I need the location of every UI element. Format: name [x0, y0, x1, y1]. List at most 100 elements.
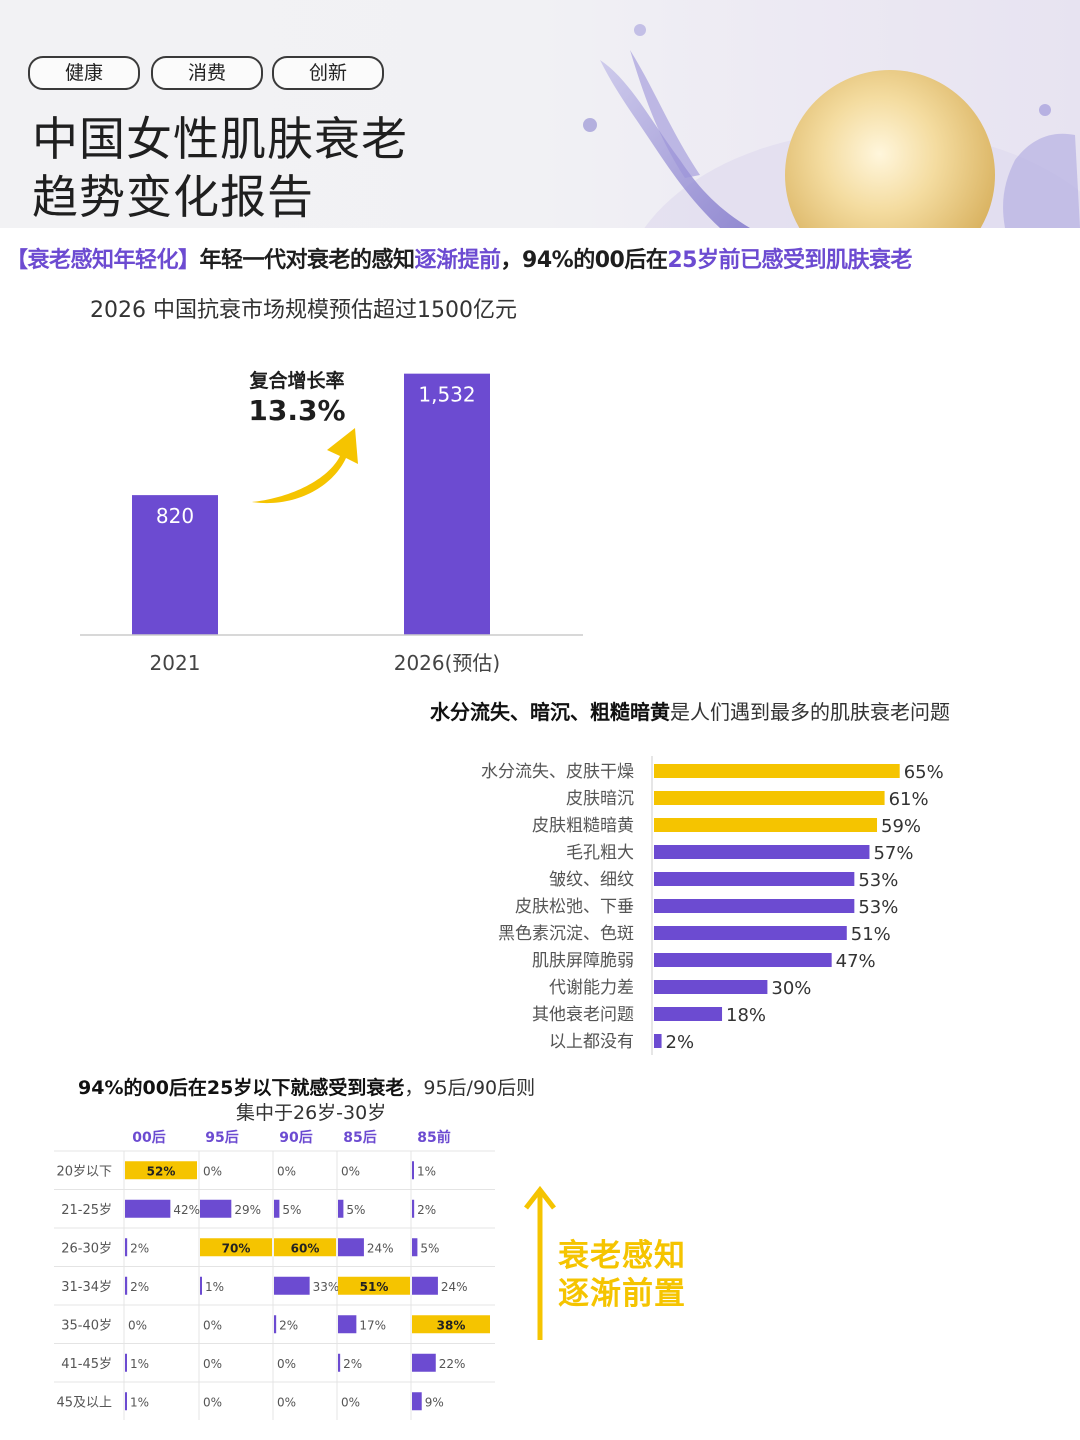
- up-arrow-icon: [524, 1185, 556, 1340]
- age-table-cell-bar-3-0: [125, 1276, 128, 1295]
- skin-issue-label-9: 其他衰老问题: [532, 1005, 634, 1025]
- age-table-cell-value-0-2: 0%: [277, 1164, 296, 1178]
- age-table-cell-value-2-2: 60%: [291, 1241, 320, 1255]
- age-table-cell-value-5-4: 22%: [439, 1357, 466, 1371]
- age-table-cell-highlight-3-3: [338, 1276, 410, 1295]
- growth-arrow-icon: [252, 428, 358, 504]
- skin-issue-bar-5: [654, 899, 855, 913]
- age-table-cell-value-0-3: 0%: [341, 1164, 360, 1178]
- age-table-cell-value-4-4: 38%: [437, 1318, 466, 1332]
- market-bar-category-1: 2026(预估): [394, 651, 501, 675]
- age-table-cell-value-3-1: 1%: [205, 1280, 224, 1294]
- skin-issue-value-3: 57%: [873, 843, 913, 864]
- age-table-cell-value-2-4: 5%: [420, 1241, 439, 1255]
- age-table-row-5: 41-45岁: [61, 1357, 112, 1372]
- water-splash-illustration: [583, 24, 1080, 228]
- skin-issue-label-10: 以上都没有: [549, 1032, 634, 1052]
- skin-issue-bar-6: [654, 926, 847, 940]
- age-table-cell-value-6-3: 0%: [341, 1395, 360, 1409]
- skin-issue-label-0: 水分流失、皮肤干燥: [481, 762, 634, 782]
- age-table-cell-value-6-4: 9%: [425, 1395, 444, 1409]
- headline-banner: 【衰老感知年轻化】年轻一代对衰老的感知逐渐提前，94%的00后在25岁前已感受到…: [6, 242, 1078, 274]
- age-table-cell-highlight-2-2: [274, 1238, 336, 1257]
- age-table-cell-value-6-1: 0%: [203, 1395, 222, 1409]
- skin-issue-bar-0: [654, 764, 900, 778]
- age-table-cell-bar-3-1: [200, 1276, 202, 1295]
- tag-health: 健康: [28, 56, 140, 90]
- age-table-title-line2: 集中于26岁-30岁: [236, 1102, 387, 1124]
- skin-issue-label-7: 肌肤屏障脆弱: [532, 951, 634, 971]
- age-table-row-4: 35-40岁: [61, 1318, 112, 1333]
- age-table-cell-value-1-1: 29%: [234, 1203, 261, 1217]
- age-table-row-2: 26-30岁: [61, 1241, 112, 1256]
- age-table-cell-value-5-2: 0%: [277, 1357, 296, 1371]
- report-title-line1: 中国女性肌肤衰老: [32, 112, 408, 166]
- headline-text2: ，94%的00后在: [500, 248, 668, 273]
- age-table-row-6: 45及以上: [56, 1395, 112, 1410]
- aging-note-line1: 衰老感知: [558, 1238, 686, 1274]
- age-table-cell-bar-3-4: [412, 1276, 438, 1295]
- age-table-cell-value-2-3: 24%: [367, 1241, 394, 1255]
- market-bar-0: [132, 495, 218, 635]
- age-table-cell-value-5-1: 0%: [203, 1357, 222, 1371]
- skin-issue-bar-3: [654, 845, 870, 859]
- age-table-cell-value-4-1: 0%: [203, 1318, 222, 1332]
- market-size-bar-chart: 820 2021 1,532 2026(预估) 复合增长率 13.3%: [80, 369, 583, 675]
- skin-issue-bar-9: [654, 1007, 723, 1021]
- skin-issue-value-6: 51%: [851, 924, 891, 945]
- age-table-cell-value-3-0: 2%: [130, 1280, 149, 1294]
- age-table-cell-value-1-0: 42%: [173, 1203, 200, 1217]
- aging-age-table: 00后 95后 90后 85后 85前 20岁以下 52% 0% 0% 0% 1% 21-25岁 42%…: [54, 1129, 495, 1420]
- age-table-cell-bar-3-2: [274, 1276, 310, 1295]
- age-table-cell-bar-2-0: [125, 1238, 128, 1257]
- age-table-cell-value-2-0: 2%: [130, 1241, 149, 1255]
- age-table-cell-bar-1-0: [125, 1199, 171, 1218]
- tag-innovation: 创新: [272, 56, 384, 90]
- age-table-row-1: 21-25岁: [61, 1203, 112, 1218]
- skin-issue-label-8: 代谢能力差: [549, 978, 634, 998]
- age-table-cell-bar-5-0: [125, 1353, 127, 1372]
- skin-issue-value-9: 18%: [726, 1005, 766, 1026]
- headline-highlight1: 逐渐提前: [414, 248, 502, 273]
- age-table-col-4: 85前: [417, 1129, 450, 1146]
- report-title-line2: 趋势变化报告: [32, 170, 314, 224]
- skin-issue-value-7: 47%: [836, 951, 876, 972]
- age-table-cell-highlight-0-0: [125, 1161, 197, 1180]
- age-table-cell-bar-1-1: [200, 1199, 232, 1218]
- age-table-title-bold: 94%的00后在25岁以下就感受到衰老: [78, 1077, 405, 1099]
- age-table-cell-value-5-0: 1%: [130, 1357, 149, 1371]
- skin-issue-chart-title: 水分流失、暗沉、粗糙暗黄是人们遇到最多的肌肤衰老问题: [430, 696, 950, 725]
- age-table-col-2: 90后: [279, 1129, 312, 1146]
- skin-issue-bar-10: [654, 1034, 662, 1048]
- aging-note-line2: 逐渐前置: [558, 1276, 686, 1312]
- skin-issue-value-0: 65%: [904, 762, 944, 783]
- market-bar-value-0: 820: [156, 504, 194, 528]
- age-table-cell-bar-6-0: [125, 1392, 127, 1411]
- age-table-cell-value-3-3: 51%: [360, 1280, 389, 1294]
- age-table-cell-value-5-3: 2%: [343, 1357, 362, 1371]
- age-table-cell-value-3-2: 33%: [313, 1280, 340, 1294]
- age-table-cell-bar-4-2: [274, 1315, 277, 1334]
- report-header: 健康 消费 创新 中国女性肌肤衰老 趋势变化报告: [0, 0, 1080, 228]
- skin-issue-label-2: 皮肤粗糙暗黄: [532, 816, 634, 836]
- age-table-cell-value-0-4: 1%: [417, 1164, 436, 1178]
- skin-issue-bar-4: [654, 872, 855, 886]
- skin-issue-label-5: 皮肤松弛、下垂: [515, 897, 634, 917]
- skin-issue-label-4: 皱纹、细纹: [549, 870, 634, 890]
- skin-issue-value-4: 53%: [858, 870, 898, 891]
- skin-issue-title-bold: 水分流失、暗沉、粗糙暗黄: [430, 700, 670, 724]
- skin-issue-bar-2: [654, 818, 878, 832]
- age-table-col-1: 95后: [205, 1129, 238, 1146]
- age-table-cell-value-4-0: 0%: [128, 1318, 147, 1332]
- age-table-cell-value-2-1: 70%: [222, 1241, 251, 1255]
- age-table-cell-bar-2-3: [338, 1238, 364, 1257]
- age-table-cell-value-6-0: 1%: [130, 1395, 149, 1409]
- skin-issue-value-10: 2%: [666, 1032, 695, 1053]
- headline-highlight2: 25岁前已感受到肌肤衰老: [667, 248, 912, 273]
- skin-issue-value-2: 59%: [881, 816, 921, 837]
- cagr-value: 13.3%: [248, 394, 345, 427]
- age-table-row-0: 20岁以下: [56, 1164, 112, 1179]
- age-table-cell-value-0-0: 52%: [147, 1164, 176, 1178]
- age-table-cell-highlight-2-1: [200, 1238, 272, 1257]
- age-table-col-3: 85后: [343, 1129, 376, 1146]
